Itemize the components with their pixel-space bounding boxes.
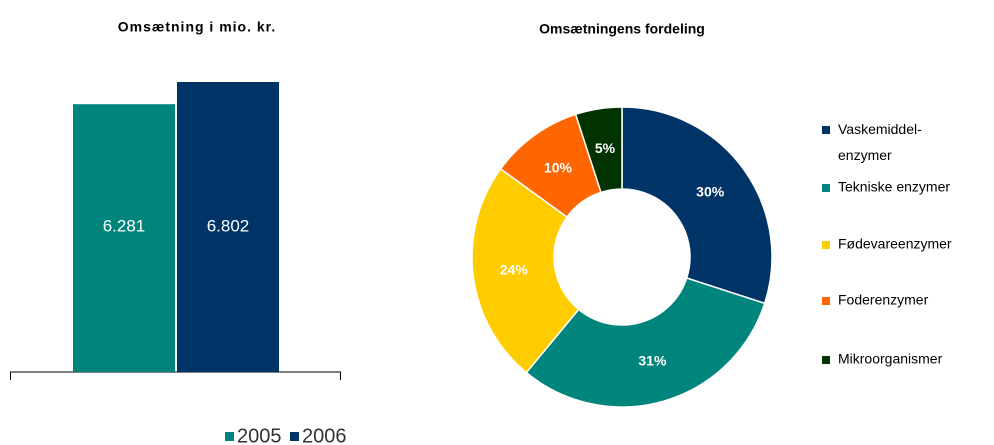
- legend-label: 2005: [237, 425, 282, 445]
- donut-slice: [525, 277, 766, 408]
- donut-slice: [621, 106, 773, 305]
- slice-label: 10%: [544, 160, 573, 176]
- legend-swatch: [822, 126, 830, 134]
- donut-slice: [574, 106, 623, 194]
- legend-swatch: [290, 432, 299, 441]
- legend-swatch: [225, 432, 234, 441]
- slice-label: 30%: [696, 184, 725, 200]
- donut-title: Omsætningens fordeling: [539, 21, 705, 37]
- legend-label: Fødevareenzymer: [838, 236, 952, 252]
- bar: [177, 82, 279, 372]
- donut-slice: [471, 167, 580, 374]
- bar-value-label: 6.802: [207, 216, 250, 235]
- legend-swatch: [822, 241, 830, 249]
- legend-swatch: [822, 184, 830, 192]
- legend-label: Tekniske enzymer: [838, 179, 950, 195]
- slice-label: 5%: [595, 140, 616, 156]
- legend-swatch: [822, 356, 830, 364]
- bar-title: Omsætning i mio. kr.: [118, 19, 276, 35]
- bar: [73, 104, 175, 372]
- legend-label: Mikroorganismer: [838, 351, 943, 367]
- legend-swatch: [822, 297, 830, 305]
- slice-label: 24%: [500, 261, 529, 277]
- legend-label: 2006: [302, 425, 347, 445]
- legend-label: Vaskemiddel-enzymer: [838, 121, 922, 163]
- legend-label: Foderenzymer: [838, 292, 929, 308]
- bar-value-label: 6.281: [103, 216, 146, 235]
- slice-label: 31%: [638, 352, 667, 368]
